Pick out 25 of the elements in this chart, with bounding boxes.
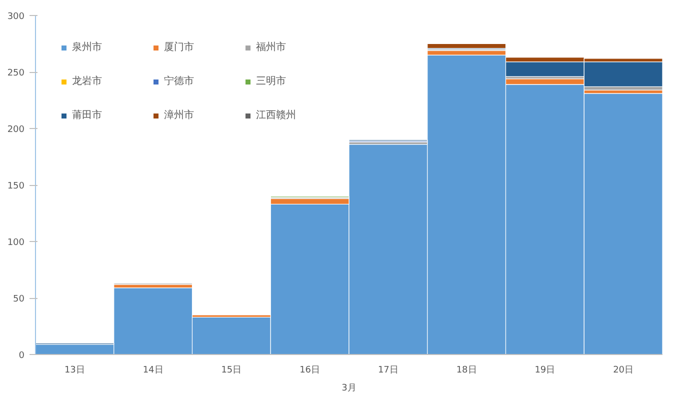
x-tick-label: 15日 [221, 366, 242, 376]
legend-label: 泉州市 [72, 40, 103, 54]
legend-label: 漳州市 [164, 108, 195, 122]
y-tick-label: 300 [7, 12, 25, 22]
y-tick-label: 250 [7, 68, 25, 78]
x-tick-label: 14日 [142, 366, 164, 376]
y-tick-label: 200 [7, 125, 25, 135]
y-tick-label: 0 [18, 351, 25, 361]
x-tick-label: 17日 [378, 366, 398, 376]
legend-label: 宁德市 [164, 74, 195, 88]
legend-label: 福州市 [256, 40, 287, 54]
x-axis-title: 3月 [342, 384, 356, 394]
legend-label: 厦门市 [164, 40, 195, 54]
x-tick-label: 20日 [613, 366, 634, 376]
y-tick-label: 100 [7, 238, 25, 248]
legend-label: 江西赣州 [256, 108, 297, 122]
x-tick-label: 19日 [534, 366, 556, 376]
legend-label: 龙岩市 [72, 74, 103, 88]
y-tick-label: 50 [13, 294, 25, 304]
x-tick-label: 18日 [456, 366, 477, 376]
x-tick-label: 13日 [64, 366, 85, 376]
legend-label: 三明市 [256, 74, 287, 88]
legend-label: 莆田市 [72, 108, 103, 122]
y-tick-label: 150 [7, 182, 25, 192]
x-tick-label: 16日 [300, 366, 320, 376]
